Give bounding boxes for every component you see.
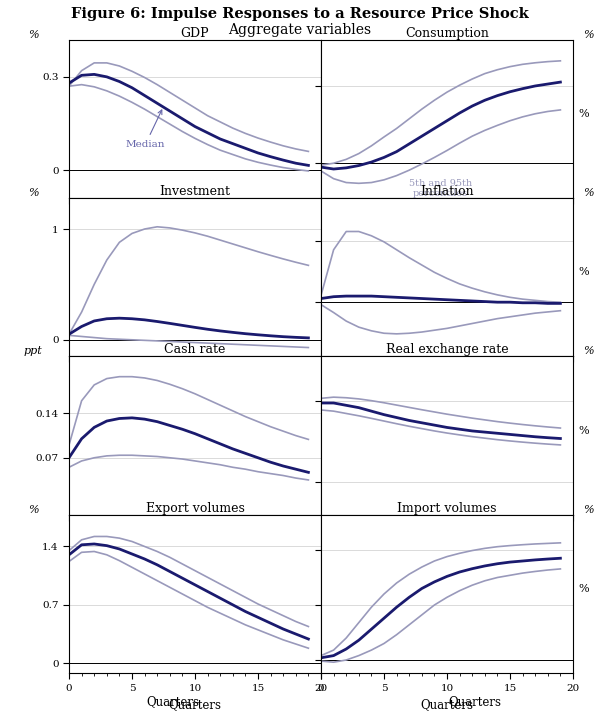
X-axis label: Quarters: Quarters <box>421 698 473 711</box>
Text: Median: Median <box>126 110 165 149</box>
Text: %: % <box>28 505 38 515</box>
Text: Quarters: Quarters <box>449 695 502 708</box>
Title: Inflation: Inflation <box>420 185 474 198</box>
Text: ppt: ppt <box>23 346 43 356</box>
Title: GDP: GDP <box>181 27 209 40</box>
Title: Export volumes: Export volumes <box>146 502 244 515</box>
Y-axis label: %: % <box>579 426 589 436</box>
Text: %: % <box>583 346 593 356</box>
Text: %: % <box>28 30 38 40</box>
Text: %: % <box>583 505 593 515</box>
Text: %: % <box>28 188 38 198</box>
Title: Consumption: Consumption <box>405 27 489 40</box>
Title: Cash rate: Cash rate <box>164 343 226 356</box>
Text: 5th and 95th
percentiles: 5th and 95th percentiles <box>409 179 472 198</box>
Text: Figure 6: Impulse Responses to a Resource Price Shock: Figure 6: Impulse Responses to a Resourc… <box>71 7 529 21</box>
Text: %: % <box>583 188 593 198</box>
Y-axis label: %: % <box>579 267 589 277</box>
Title: Real exchange rate: Real exchange rate <box>386 343 508 356</box>
Text: %: % <box>583 30 593 40</box>
Y-axis label: %: % <box>579 584 589 594</box>
Text: Quarters: Quarters <box>146 695 199 708</box>
Text: Aggregate variables: Aggregate variables <box>229 23 371 37</box>
Title: Investment: Investment <box>160 185 230 198</box>
X-axis label: Quarters: Quarters <box>169 698 221 711</box>
Y-axis label: %: % <box>579 109 589 119</box>
Title: Import volumes: Import volumes <box>397 502 497 515</box>
